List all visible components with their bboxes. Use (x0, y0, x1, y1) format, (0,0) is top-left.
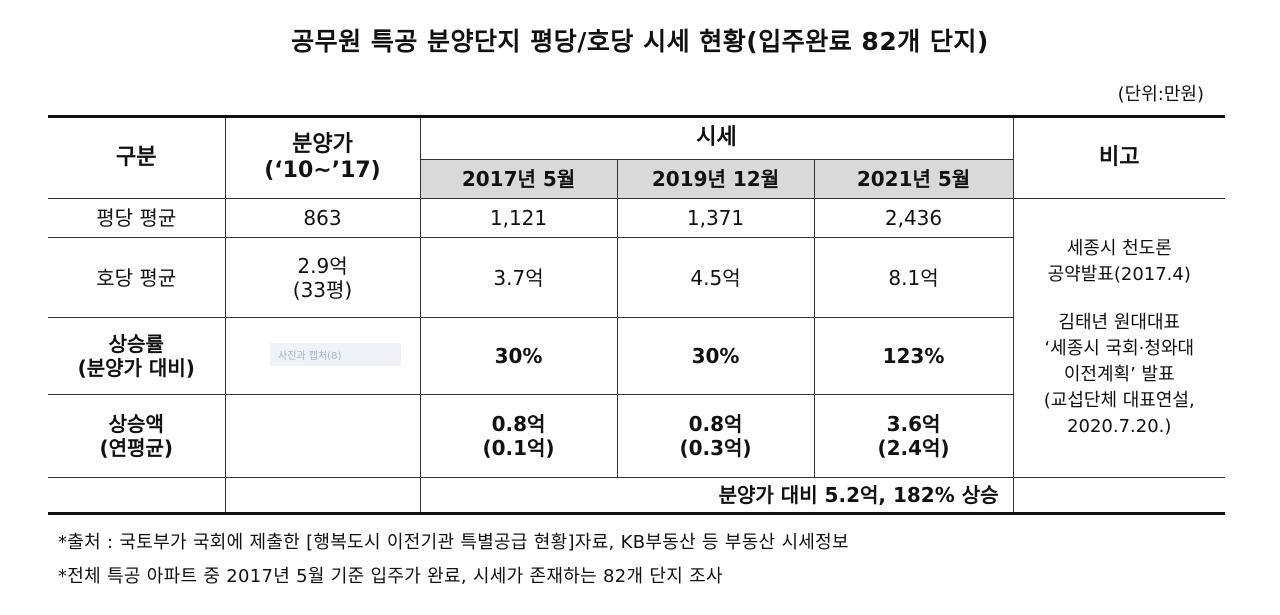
cell-value: 3.7억 (419, 237, 618, 318)
header-period: 2017년 5월 (419, 159, 618, 199)
watermark-label: 사진과 캡처(8) (270, 343, 402, 366)
header-note: 비고 (1012, 115, 1225, 199)
unit-label: (단위:만원) (1117, 84, 1204, 105)
cell-value-line2: (0.1억) (482, 436, 555, 460)
summary-empty (48, 477, 226, 515)
note-line: 2020.7.20.) (1067, 416, 1172, 438)
cell-value: 30% (419, 317, 618, 395)
cell-value-line1: 0.8억 (688, 412, 743, 436)
cell-value: 8.1억 (813, 237, 1014, 318)
footnote-scope: *전체 특공 아파트 중 2017년 5월 기준 입주가 완료, 시세가 존재하… (58, 566, 723, 587)
note-line: (교섭단체 대표연설, (1043, 390, 1195, 412)
cell-sale: 863 (224, 198, 421, 238)
row-label-line1: 상승액 (108, 412, 164, 436)
cell-value-line1: 0.8억 (491, 412, 546, 436)
row-label: 상승액 (연평균) (48, 394, 226, 478)
cell-value-line2: (2.4억) (877, 436, 950, 460)
footnote-source: *출처 : 국토부가 국회에 제출한 [행복도시 이전기관 특별공급 현황]자료… (58, 532, 849, 553)
row-label: 호당 평균 (48, 237, 226, 318)
header-period: 2021년 5월 (813, 159, 1014, 199)
cell-value: 4.5억 (616, 237, 815, 318)
row-label-line1: 상승률 (108, 332, 164, 356)
cell-value: 3.6억 (2.4억) (813, 394, 1014, 478)
note-line: 이전계획’ 발표 (1063, 364, 1175, 386)
header-market-price: 시세 (419, 115, 1014, 160)
header-sale-price-line2: (‘10~’17) (264, 158, 381, 183)
header-period: 2019년 12월 (616, 159, 815, 199)
summary-cell: 분양가 대비 5.2억, 182% 상승 (419, 477, 1014, 515)
row-label-line2: (분양가 대비) (77, 356, 195, 380)
note-line: 김태년 원대대표 (1058, 311, 1181, 333)
header-category: 구분 (48, 115, 226, 199)
summary-empty (1012, 477, 1225, 515)
note-line: 공약발표(2017.4) (1047, 263, 1191, 285)
row-label: 평당 평균 (48, 198, 226, 238)
cell-sale-line2: (33평) (292, 277, 353, 302)
cell-sale: 2.9억 (33평) (224, 237, 421, 318)
cell-value: 30% (616, 317, 815, 395)
cell-value: 1,371 (616, 198, 815, 238)
cell-value-line2: (0.3억) (679, 436, 752, 460)
cell-value: 2,436 (813, 198, 1014, 238)
cell-value: 0.8억 (0.3억) (616, 394, 815, 478)
header-sale-price: 분양가 (‘10~’17) (224, 115, 421, 199)
price-table: 구분 분양가 (‘10~’17) 시세 비고 2017년 5월 2019년 12… (48, 115, 1225, 515)
note-line: ‘세종시 국회·청와대 (1044, 337, 1195, 359)
watermark: 사진과 캡처(8) (258, 343, 402, 366)
cell-sale-line1: 2.9억 (297, 253, 348, 278)
header-sale-price-line1: 분양가 (292, 131, 353, 157)
row-label-line2: (연평균) (99, 436, 173, 460)
summary-empty (224, 477, 421, 515)
page-title: 공무원 특공 분양단지 평당/호당 시세 현황(입주완료 82개 단지) (291, 27, 989, 56)
cell-value: 1,121 (419, 198, 618, 238)
cell-value: 123% (813, 317, 1014, 395)
row-label: 상승률 (분양가 대비) (48, 317, 226, 395)
note-cell: 세종시 천도론 공약발표(2017.4) 김태년 원대대표 ‘세종시 국회·청와… (1012, 198, 1225, 478)
cell-sale-empty (224, 394, 421, 478)
cell-value: 0.8억 (0.1억) (419, 394, 618, 478)
note-line: 세종시 천도론 (1066, 237, 1172, 259)
cell-value-line1: 3.6억 (886, 412, 941, 436)
